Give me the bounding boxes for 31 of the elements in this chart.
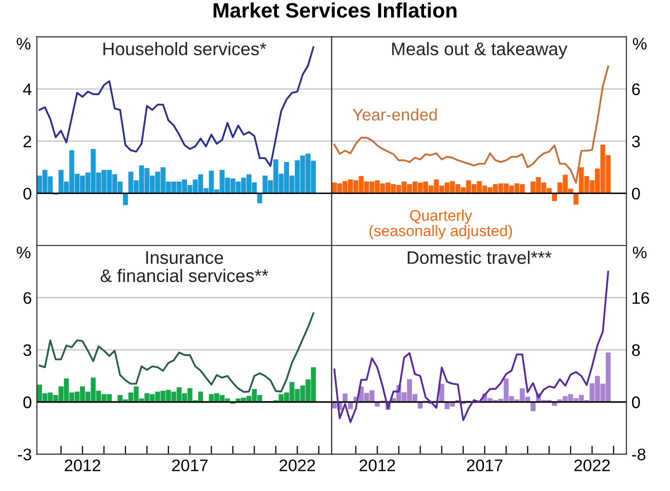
y-axis-title: % <box>16 246 30 258</box>
chart-title: Domestic travel*** <box>408 250 552 264</box>
y-tick-label: 6 <box>632 83 640 96</box>
y-tick-label: 4 <box>23 84 32 96</box>
y-tick-label: 3 <box>23 344 32 356</box>
y-tick-label: 16 <box>632 292 650 304</box>
x-tick-label: 2012 <box>64 459 100 472</box>
text: Market Services Inflation <box>214 2 456 18</box>
series-label: Year-ended <box>352 108 437 121</box>
chart-title: Meals out & takeaway <box>392 42 568 59</box>
text: Insurance & financial services** <box>100 251 268 282</box>
x-tick-label: 2022 <box>574 459 610 472</box>
x-tick-label: 2017 <box>172 459 208 472</box>
x-tick-label: 2022 <box>280 459 315 472</box>
y-tick-label: -8 <box>632 448 646 460</box>
y-axis-title: % <box>632 38 647 50</box>
y-tick-label: 3 <box>632 136 640 148</box>
y-tick-label: 0 <box>632 188 640 200</box>
y-tick-label: 2 <box>24 136 32 148</box>
x-tick-label: 2012 <box>360 459 395 472</box>
y-tick-label: 0 <box>23 188 32 200</box>
y-tick-label: 0 <box>632 396 640 408</box>
y-tick-label: 8 <box>632 344 640 356</box>
x-tick-label: 2017 <box>466 459 502 472</box>
y-tick-label: -3 <box>18 448 32 460</box>
chart-title: Household services* <box>103 42 266 56</box>
y-tick-label: 0 <box>23 396 32 408</box>
y-axis-title: % <box>16 38 30 50</box>
y-axis-title: % <box>632 246 647 258</box>
y-tick-label: 6 <box>24 292 32 304</box>
series-label: Quarterly (seasonally adjusted) <box>369 210 512 240</box>
